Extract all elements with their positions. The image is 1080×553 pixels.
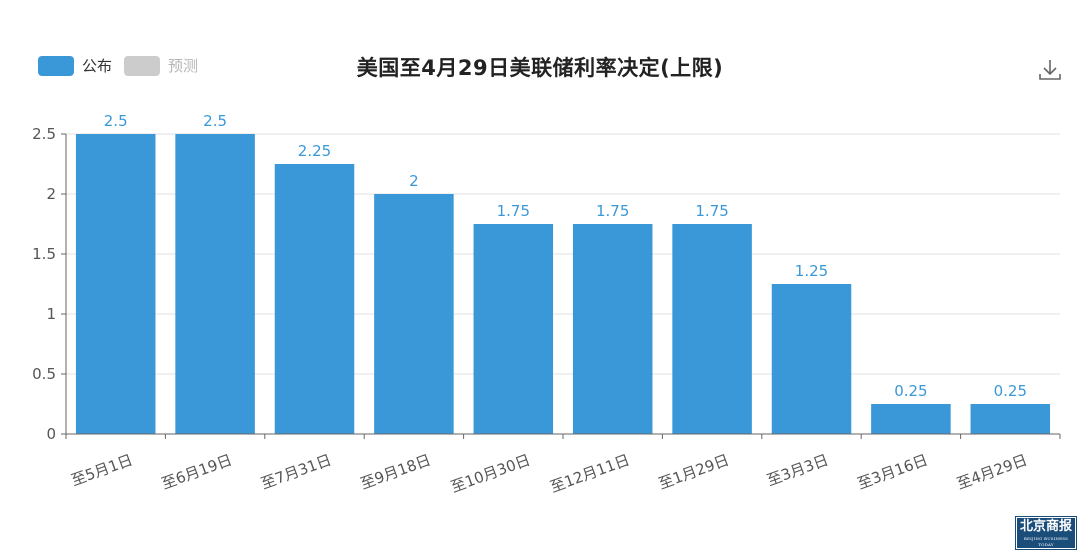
bar-value-label: 2.25 [298, 142, 331, 160]
x-tick-label: 至3月16日 [855, 451, 930, 493]
x-tick-label: 至5月1日 [69, 451, 135, 490]
legend-label-published: 公布 [82, 57, 113, 75]
bar-value-label: 2 [409, 172, 419, 190]
watermark-main: 北京商报 [1019, 519, 1072, 534]
x-tick-label: 至9月18日 [358, 451, 433, 493]
y-tick-label: 0 [46, 425, 56, 443]
bar-value-label: 0.25 [994, 382, 1027, 400]
x-tick-label: 至6月19日 [159, 451, 234, 493]
watermark-sub: BEIJING BUSINESS TODAY [1023, 536, 1069, 547]
y-tick-label: 0.5 [32, 365, 56, 383]
download-icon[interactable] [1038, 58, 1062, 82]
legend-swatch-published [38, 55, 74, 76]
bar [274, 164, 355, 434]
x-tick-label: 至10月30日 [448, 451, 532, 496]
bar-value-label: 0.25 [894, 382, 927, 400]
bar [771, 284, 852, 434]
bar-value-label: 1.25 [795, 262, 828, 280]
watermark-logo: 北京商报 BEIJING BUSINESS TODAY [1016, 517, 1076, 549]
x-tick-label: 至4月29日 [954, 451, 1029, 493]
legend-swatch-forecast [124, 55, 161, 76]
x-tick-label: 至1月29日 [656, 451, 731, 493]
bar-value-label: 2.5 [203, 112, 227, 130]
x-tick-label: 至12月11日 [548, 451, 632, 496]
bar-chart: 0 0.5 1 1.5 2 2.5 2.5 2.5 2.25 2 1.75 1.75 1.75 1.25 0… [32, 112, 1061, 496]
bar-value-label: 1.75 [497, 202, 530, 220]
y-tick-label: 1 [46, 305, 56, 323]
bar [75, 134, 156, 434]
y-tick-label: 1.5 [32, 245, 56, 263]
chart-title: 美国至4月29日美联储利率决定(上限) [356, 56, 724, 80]
bar [970, 404, 1051, 434]
legend-label-forecast: 预测 [168, 57, 199, 75]
bar-value-label: 1.75 [695, 202, 728, 220]
bar [672, 224, 752, 434]
bar [871, 404, 951, 434]
bar-value-label: 2.5 [104, 112, 128, 130]
chart-legend: 公布 预测 [38, 55, 198, 76]
bar [175, 134, 255, 434]
legend-item-forecast[interactable]: 预测 [124, 55, 198, 76]
x-tick-label: 至3月3日 [764, 451, 830, 490]
bar [374, 194, 454, 434]
bar [473, 224, 554, 434]
bar-value-label: 1.75 [596, 202, 629, 220]
legend-item-published[interactable]: 公布 [38, 55, 112, 76]
x-tick-label: 至7月31日 [259, 451, 334, 493]
bar [572, 224, 653, 434]
y-tick-label: 2 [46, 185, 56, 203]
y-tick-label: 2.5 [32, 125, 56, 143]
